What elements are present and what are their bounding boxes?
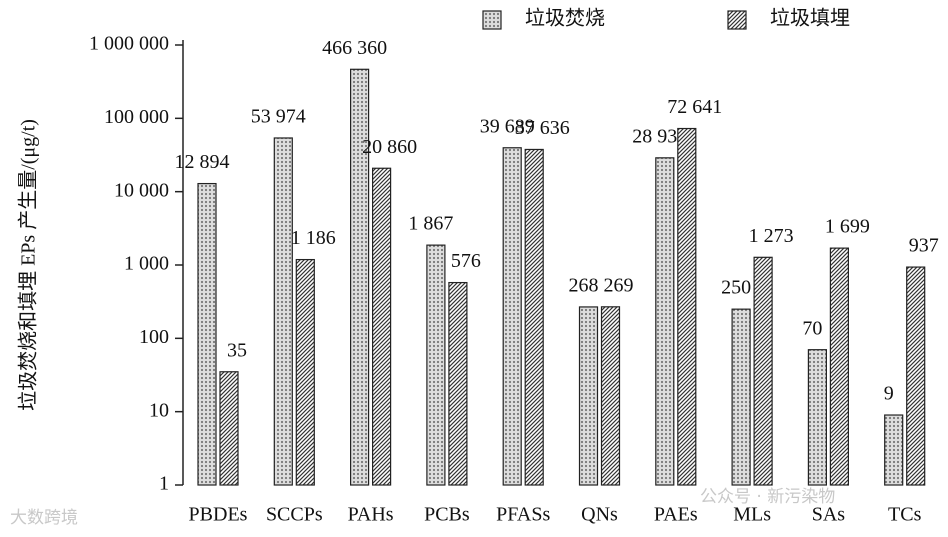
value-label: 39 689	[480, 115, 535, 137]
bar	[350, 68, 370, 486]
y-tick-label: 10	[149, 399, 169, 421]
legend-swatch	[727, 10, 747, 30]
value-label: 269	[604, 274, 634, 296]
y-tick-label: 1 000	[124, 253, 169, 275]
watermark: 公众号 · 新污染物	[700, 487, 835, 507]
x-tick-label: PAHs	[348, 504, 394, 526]
x-tick-label: SCCPs	[266, 504, 323, 526]
y-tick-label: 100	[139, 326, 169, 348]
value-label: 72 641	[667, 96, 722, 118]
x-tick-label: TCs	[888, 504, 922, 526]
x-tick-label: PFASs	[496, 504, 550, 526]
value-label: 28 937	[632, 125, 687, 147]
value-label: 12 894	[175, 151, 230, 173]
bar	[655, 157, 675, 486]
bar	[219, 371, 239, 486]
x-tick-label: PBDEs	[189, 504, 248, 526]
watermark: 大数跨境	[10, 508, 78, 528]
value-label: 70	[802, 317, 822, 339]
bar	[677, 127, 697, 486]
value-label: 250	[721, 277, 751, 299]
value-label: 37 636	[515, 117, 570, 139]
bar	[807, 349, 828, 486]
bar	[906, 266, 926, 486]
y-tick-label: 1	[159, 473, 169, 495]
y-tick-label: 1 000 000	[89, 33, 169, 55]
value-label: 1 867	[408, 213, 453, 235]
legend-label: 垃圾填埋	[770, 7, 850, 30]
value-label: 1 186	[291, 227, 336, 249]
bar	[448, 281, 468, 486]
value-label: 466 360	[322, 37, 387, 59]
bar	[295, 258, 315, 486]
x-tick-label: PAEs	[654, 504, 698, 526]
value-label: 53 974	[251, 106, 306, 128]
y-tick-label: 10 000	[114, 179, 169, 201]
bar	[753, 256, 773, 486]
value-label: 35	[227, 339, 247, 361]
bar	[884, 414, 904, 486]
legend-label: 垃圾焚烧	[525, 7, 605, 30]
bar	[372, 167, 392, 486]
value-label: 9	[884, 383, 894, 405]
value-label: 1 273	[749, 225, 794, 247]
x-tick-label: SAs	[812, 504, 846, 526]
x-tick-label: PCBs	[424, 504, 470, 526]
value-label: 937	[909, 235, 939, 257]
legend-swatch	[482, 10, 502, 30]
x-tick-label: MLs	[733, 504, 771, 526]
value-label: 1 699	[825, 216, 870, 238]
value-label: 20 860	[362, 136, 417, 158]
x-tick-label: QNs	[581, 504, 618, 526]
bar	[600, 306, 621, 486]
bar	[197, 182, 217, 486]
bar	[524, 148, 544, 486]
value-label: 576	[451, 250, 481, 272]
bar	[426, 244, 446, 486]
y-tick-label: 100 000	[104, 106, 169, 128]
bar	[578, 306, 599, 486]
bar	[273, 137, 293, 486]
value-label: 268	[569, 275, 599, 297]
bar	[829, 247, 850, 486]
bar	[502, 147, 522, 486]
y-axis-label: 垃圾焚烧和填埋 EPs 产生量/(μg/t)	[17, 119, 40, 411]
bar	[731, 308, 751, 486]
